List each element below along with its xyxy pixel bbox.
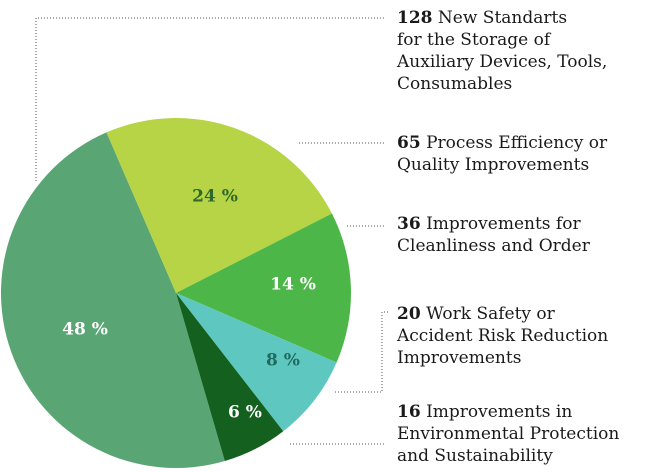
- legend-text: Auxiliary Devices, Tools,: [396, 52, 607, 72]
- legend-text: Process Efficiency or: [426, 133, 608, 153]
- leader-line: [35, 17, 384, 183]
- legend-text: Improvements for: [426, 214, 581, 234]
- legend-line: Consumables: [397, 74, 512, 94]
- slice-label: 14 %: [270, 275, 316, 295]
- legend-text: Accident Risk Reduction: [396, 326, 608, 346]
- legend-text: New Standarts: [438, 8, 567, 28]
- slice-label: 6 %: [228, 403, 262, 423]
- legend-line: Quality Improvements: [397, 155, 589, 175]
- pie-slice: [0, 132, 225, 469]
- legend-count: 20: [397, 304, 421, 324]
- legend-text: Consumables: [397, 74, 512, 94]
- legend-count: 128: [397, 8, 433, 28]
- legend-line: Improvements: [397, 348, 521, 368]
- legend-line: 16 Improvements in: [397, 402, 572, 422]
- leader-line: [334, 311, 388, 393]
- legend-count: 36: [397, 214, 421, 234]
- legend-line: 20 Work Safety or: [397, 304, 556, 324]
- legend-line: 65 Process Efficiency or: [397, 133, 608, 153]
- legend-text: Quality Improvements: [397, 155, 589, 175]
- pie-slice: [176, 213, 351, 363]
- legend-count: 65: [397, 133, 421, 153]
- legend-line: for the Storage of: [397, 30, 552, 50]
- legend-text: Work Safety or: [426, 304, 556, 324]
- slice-label: 24 %: [192, 187, 238, 207]
- legend-text: and Sustainability: [397, 446, 553, 466]
- legend-line: Auxiliary Devices, Tools,: [396, 52, 607, 72]
- legend-text: Improvements: [397, 348, 521, 368]
- legend-text: Environmental Protection: [397, 424, 619, 444]
- legend-line: 128 New Standarts: [397, 8, 567, 28]
- legend-line: 36 Improvements for: [397, 214, 581, 234]
- legend-text: Cleanliness and Order: [397, 236, 591, 256]
- slice-label: 48 %: [62, 320, 108, 340]
- pie: 48 % 24 % 14 % 8 % 6 %: [0, 118, 351, 469]
- legend-line: Accident Risk Reduction: [396, 326, 608, 346]
- leader-lines: [35, 17, 388, 445]
- pie-slice: [176, 293, 284, 462]
- legend-text: Improvements in: [426, 402, 572, 422]
- legend-text: for the Storage of: [397, 30, 552, 50]
- legend-line: and Sustainability: [397, 446, 553, 466]
- slice-label: 8 %: [266, 351, 300, 371]
- pie-slice: [176, 293, 337, 432]
- legend-line: Environmental Protection: [397, 424, 619, 444]
- legend-line: Cleanliness and Order: [397, 236, 591, 256]
- legend-count: 16: [397, 402, 421, 422]
- pie-slice: [106, 118, 332, 294]
